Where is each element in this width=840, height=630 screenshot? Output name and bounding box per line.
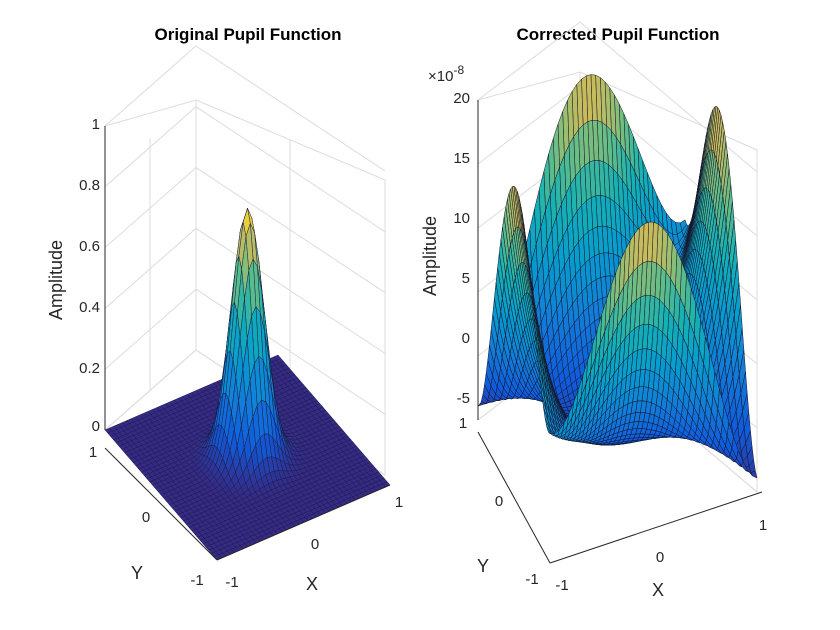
right-x-axis-label: X (652, 580, 664, 600)
left-z-tick: 0.6 (79, 238, 100, 255)
right-surface (477, 74, 758, 479)
left-grid-line-z (104, 45, 197, 127)
left-y-tick: 1 (89, 444, 97, 461)
left-grid-line-z (195, 45, 386, 172)
right-y-tick: 1 (459, 415, 467, 432)
left-z-tick: 0.8 (79, 177, 100, 194)
left-z-tick: 1 (92, 116, 100, 133)
left-y-tick: 0 (142, 509, 150, 526)
right-grid-line-z (579, 21, 758, 173)
left-chart-title: Original Pupil Function (155, 25, 342, 44)
left-axes (104, 126, 391, 561)
left-x-tick: 0 (311, 536, 319, 553)
left-x-axis-label: X (306, 574, 318, 594)
right-y-tick: 0 (495, 493, 503, 510)
left-z-axis-label: Amplitude (46, 240, 66, 320)
right-z-exponent-base: ×10 (428, 68, 453, 85)
right-x-tick: 1 (759, 517, 767, 534)
left-z-tick: 0 (92, 418, 100, 435)
left-y-axis-line (104, 447, 218, 561)
left-x-axis-line (216, 484, 391, 561)
right-z-tick: 5 (462, 270, 470, 287)
right-z-tick: 20 (453, 90, 470, 107)
right-z-exponent-label: ×10-8 (428, 63, 464, 85)
left-y-tick: -1 (190, 572, 203, 589)
left-surface (104, 207, 391, 561)
left-z-tick: 0.2 (79, 360, 100, 377)
right-grid-line-z (477, 21, 581, 101)
right-z-tick: 0 (462, 330, 470, 347)
right-x-tick: 0 (656, 549, 664, 566)
right-z-tick: 10 (453, 210, 470, 227)
left-grid (104, 45, 386, 476)
right-z-exponent-power: -8 (453, 63, 464, 77)
left-x-tick: -1 (225, 574, 238, 591)
right-chart-title: Corrected Pupil Function (516, 25, 719, 44)
left-x-tick: 1 (395, 494, 403, 511)
right-x-tick: -1 (555, 577, 568, 594)
left-grid-lines (104, 45, 386, 476)
right-y-axis-label: Y (477, 556, 489, 576)
right-z-tick: -5 (457, 390, 470, 407)
right-z-tick: 15 (453, 150, 470, 167)
left-y-axis-label: Y (131, 563, 143, 583)
right-z-axis-label: Amplitude (420, 216, 440, 296)
right-y-axis-line (477, 431, 551, 564)
right-panel: Corrected Pupil Function ×10-8 20 15 10 … (420, 21, 767, 600)
right-grid-line-z (477, 85, 581, 165)
right-y-tick: -1 (525, 571, 538, 588)
left-z-tick: 0.4 (79, 299, 100, 316)
left-panel: Original Pupil Function 1 0.8 0.6 0.4 0.… (46, 25, 403, 594)
